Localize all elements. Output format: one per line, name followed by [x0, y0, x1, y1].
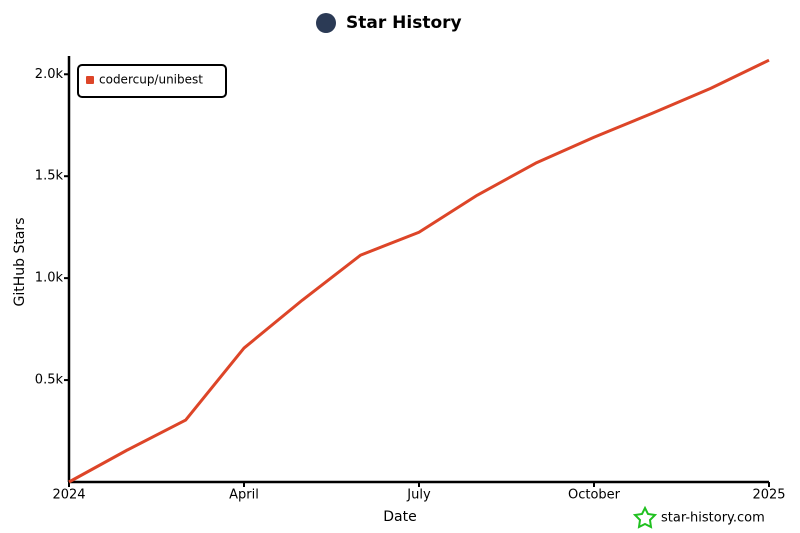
footer-logo [632, 505, 658, 529]
series-line [68, 58, 770, 484]
y-tick-label: 2.0k [35, 67, 64, 82]
x-tick-label: July [406, 488, 431, 503]
logo [316, 13, 336, 33]
x-tick-label: October [568, 488, 621, 503]
y-tick-label: 1.0k [35, 271, 64, 286]
legend-box [77, 64, 227, 98]
chart-title: Star History [346, 13, 462, 33]
y-axis-label: GitHub Stars [12, 218, 28, 307]
x-tick-label: 2025 [752, 488, 785, 503]
x-axis-label: Date [383, 509, 416, 525]
x-tick-label: April [229, 488, 259, 503]
footer: star-history.com [661, 511, 765, 526]
legend-label: codercup/unibest [99, 73, 203, 87]
x-tick-label: 2024 [52, 488, 85, 503]
y-tick-label: 0.5k [35, 373, 64, 388]
legend-swatch [86, 76, 94, 84]
y-tick-label: 1.5k [35, 169, 64, 184]
